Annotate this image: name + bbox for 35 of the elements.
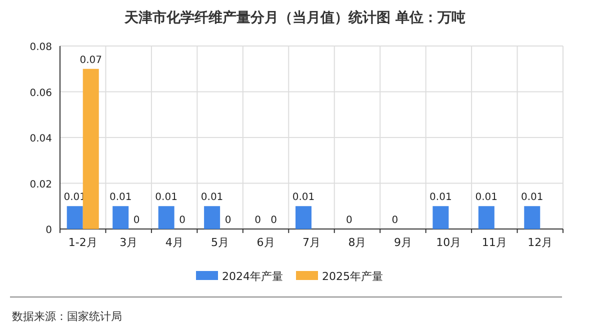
y-tick-label: 0.04: [30, 134, 52, 144]
data-label: 0: [346, 215, 352, 226]
x-tick-label: 10月: [436, 236, 462, 249]
y-tick-label: 0.02: [30, 179, 52, 190]
data-label: 0: [179, 215, 186, 226]
x-tick-label: 4月: [165, 236, 184, 249]
x-tick-label: 11月: [482, 236, 507, 249]
x-tick-label: 7月: [302, 236, 320, 249]
y-tick-label: 0.06: [30, 88, 52, 99]
data-label: 0.01: [155, 192, 178, 204]
x-tick-label: 8月: [348, 236, 366, 249]
y-tick-label: 0: [46, 225, 52, 236]
x-tick-label: 3月: [120, 236, 138, 249]
data-label: 0: [224, 215, 232, 226]
data-label: 0.01: [430, 192, 452, 204]
chart-title: 天津市化学纤维产量分月（当月值）统计图 单位：万吨: [124, 9, 466, 26]
source-note: 数据来源：国家统计局: [12, 310, 122, 323]
data-label: 0.01: [292, 192, 315, 204]
x-tick-label: 1-2月: [68, 236, 98, 249]
data-label: 0: [133, 215, 140, 226]
data-label: 0.01: [200, 192, 224, 204]
data-label: 0: [392, 215, 398, 226]
data-label: 0: [254, 215, 261, 226]
data-label: 0.01: [521, 192, 544, 204]
data-label: 0.07: [80, 54, 102, 66]
data-label: 0.01: [475, 192, 498, 204]
x-tick-label: 9月: [394, 236, 412, 249]
data-label: 0.01: [109, 192, 132, 204]
y-tick-label: 0.08: [30, 42, 52, 53]
data-label: 0: [270, 215, 277, 226]
legend-label: 2024年产量: [222, 270, 283, 283]
x-tick-label: 6月: [256, 236, 275, 249]
x-tick-label: 12月: [528, 236, 553, 249]
x-tick-label: 5月: [211, 236, 230, 249]
legend-label: 2025年产量: [322, 270, 383, 283]
